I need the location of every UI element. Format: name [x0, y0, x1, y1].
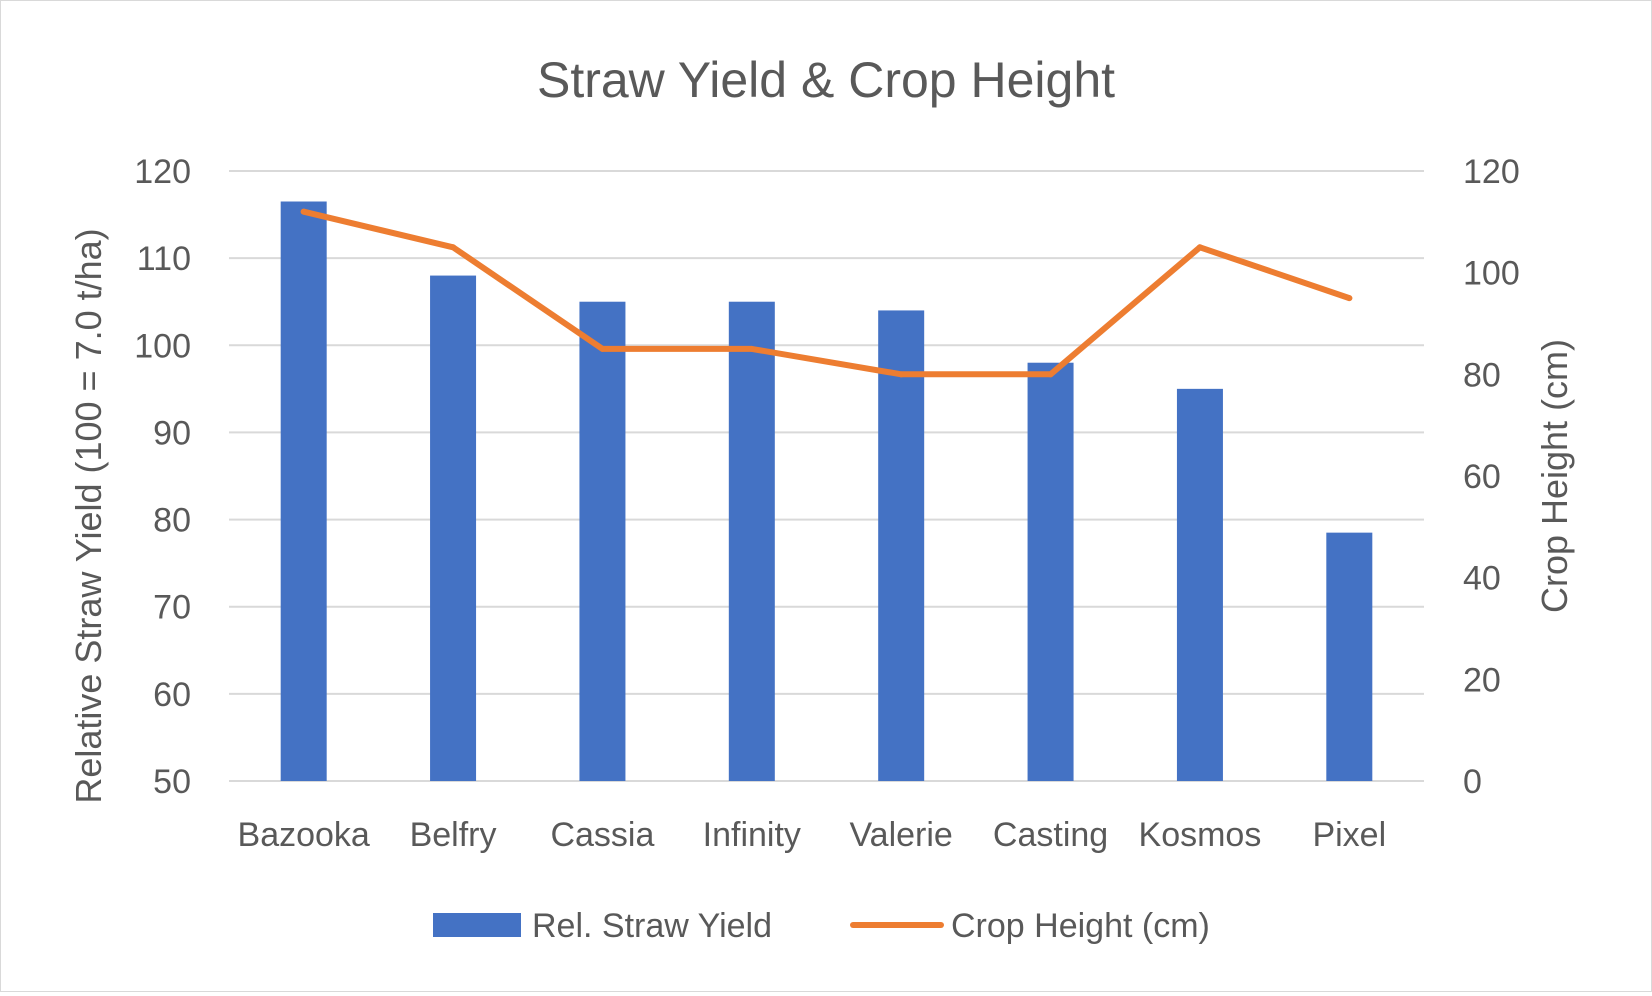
- left-tick-label: 110: [137, 240, 191, 278]
- left-tick-label: 90: [153, 414, 191, 452]
- left-axis-ticks: 50 60 70 80 90 100 110 120: [134, 153, 191, 801]
- legend-swatch-rel-straw-yield: [433, 913, 521, 937]
- right-tick-label: 100: [1463, 255, 1520, 293]
- legend-label-rel-straw-yield: Rel. Straw Yield: [532, 907, 772, 945]
- category-label: Cassia: [550, 816, 654, 854]
- legend-label-crop-height: Crop Height (cm): [951, 907, 1210, 945]
- right-tick-label: 60: [1463, 458, 1501, 496]
- crop-height-point-valerie: [898, 371, 905, 378]
- bar-infinity: [728, 301, 775, 781]
- left-tick-label: 120: [134, 153, 191, 191]
- right-axis-label: Crop Height (cm): [1534, 339, 1575, 613]
- category-label: Pixel: [1312, 816, 1386, 854]
- left-tick-label: 60: [153, 676, 191, 714]
- bar-kosmos: [1176, 388, 1223, 781]
- bar-cassia: [579, 301, 626, 781]
- category-label: Belfry: [410, 816, 497, 854]
- chart-title: Straw Yield & Crop Height: [537, 52, 1115, 108]
- crop-height-point-kosmos: [1196, 244, 1203, 251]
- bar-series: [280, 201, 1373, 781]
- right-tick-label: 0: [1463, 763, 1482, 801]
- right-tick-label: 20: [1463, 661, 1501, 699]
- bar-pixel: [1326, 532, 1373, 781]
- crop-height-point-infinity: [748, 345, 755, 352]
- right-tick-label: 80: [1463, 356, 1501, 394]
- category-label: Casting: [993, 816, 1108, 854]
- left-tick-label: 100: [134, 327, 191, 365]
- category-label: Infinity: [703, 816, 801, 854]
- right-tick-label: 120: [1463, 153, 1520, 191]
- line-series: [300, 208, 1353, 378]
- crop-height-point-bazooka: [300, 208, 307, 215]
- right-axis-ticks: 0 20 40 60 80 100 120: [1463, 153, 1520, 801]
- bar-bazooka: [280, 201, 327, 781]
- bar-belfry: [430, 275, 477, 781]
- left-tick-label: 50: [153, 763, 191, 801]
- bar-casting: [1027, 362, 1074, 781]
- crop-height-point-cassia: [599, 345, 606, 352]
- category-labels: Bazooka Belfry Cassia Infinity Valerie Castin…: [238, 816, 1387, 854]
- crop-height-point-casting: [1047, 371, 1054, 378]
- category-label: Kosmos: [1139, 816, 1262, 854]
- crop-height-line: [300, 208, 1353, 378]
- right-tick-label: 40: [1463, 560, 1501, 598]
- bar-valerie: [878, 310, 925, 781]
- left-tick-label: 80: [153, 502, 191, 540]
- gridlines: [229, 170, 1424, 782]
- category-label: Valerie: [850, 816, 953, 854]
- left-axis-label: Relative Straw Yield (100 = 7.0 t/ha): [68, 228, 109, 803]
- crop-height-point-belfry: [450, 244, 457, 251]
- category-label: Bazooka: [238, 816, 370, 854]
- legend: Rel. Straw Yield Crop Height (cm): [433, 907, 1210, 945]
- crop-height-point-pixel: [1346, 295, 1353, 302]
- left-tick-label: 70: [153, 589, 191, 627]
